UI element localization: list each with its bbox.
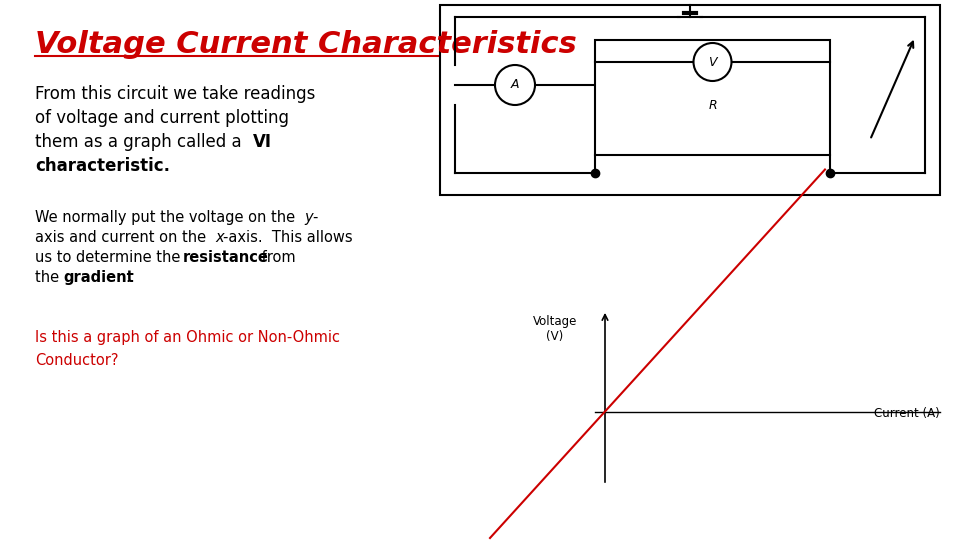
Text: Voltage
(V): Voltage (V) xyxy=(533,315,577,343)
Text: of voltage and current plotting: of voltage and current plotting xyxy=(35,109,289,127)
Text: .: . xyxy=(125,270,130,285)
Text: R: R xyxy=(708,99,717,112)
Text: the: the xyxy=(35,270,63,285)
Text: We normally put the voltage on the: We normally put the voltage on the xyxy=(35,210,300,225)
Text: x: x xyxy=(215,230,224,245)
Circle shape xyxy=(693,43,732,81)
Text: gradient: gradient xyxy=(63,270,133,285)
Bar xyxy=(595,40,830,155)
Text: axis and current on the: axis and current on the xyxy=(35,230,211,245)
Text: resistance: resistance xyxy=(183,250,269,265)
Bar xyxy=(440,5,940,195)
Text: From this circuit we take readings: From this circuit we take readings xyxy=(35,85,316,103)
Text: -axis.  This allows: -axis. This allows xyxy=(223,230,352,245)
Text: them as a graph called a: them as a graph called a xyxy=(35,133,247,151)
Text: Voltage Current Characteristics: Voltage Current Characteristics xyxy=(35,30,577,59)
Text: Current (A): Current (A) xyxy=(875,407,940,420)
Text: V: V xyxy=(708,56,717,69)
Text: A: A xyxy=(511,78,519,91)
Text: from: from xyxy=(257,250,296,265)
Text: characteristic.: characteristic. xyxy=(35,157,170,175)
Text: VI: VI xyxy=(253,133,272,151)
Text: us to determine the: us to determine the xyxy=(35,250,185,265)
Circle shape xyxy=(495,65,535,105)
Text: Is this a graph of an Ohmic or Non-Ohmic
Conductor?: Is this a graph of an Ohmic or Non-Ohmic… xyxy=(35,330,340,368)
Text: -: - xyxy=(312,210,318,225)
Text: y: y xyxy=(304,210,313,225)
